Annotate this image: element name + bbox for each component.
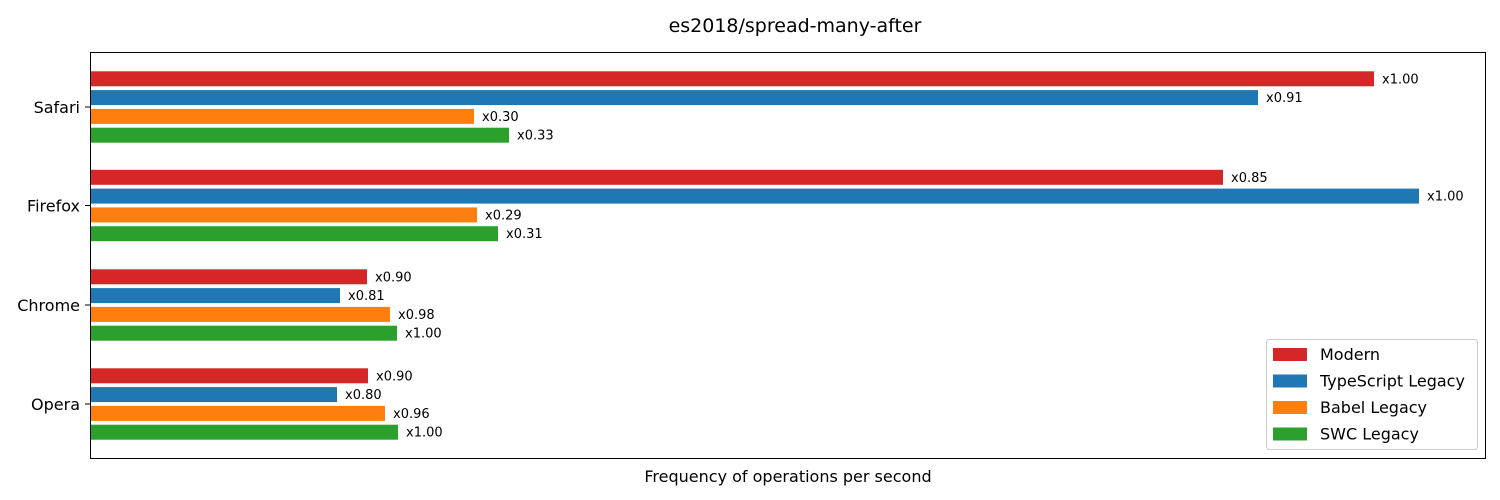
legend-label-swc-legacy: SWC Legacy — [1320, 425, 1419, 444]
data-label-safari-babel-legacy: x0.30 — [482, 110, 519, 125]
plot-frame — [90, 52, 1486, 459]
bar-safari-swc-legacy — [91, 127, 509, 143]
data-label-firefox-babel-legacy: x0.29 — [485, 208, 522, 223]
bar-chrome-swc-legacy — [91, 325, 397, 341]
data-label-safari-typescript-legacy: x0.91 — [1266, 91, 1303, 106]
bar-firefox-babel-legacy — [91, 207, 477, 223]
y-tick-label-chrome: Chrome — [17, 296, 80, 315]
bar-safari-babel-legacy — [91, 108, 474, 124]
bar-chrome-typescript-legacy — [91, 288, 340, 304]
data-label-firefox-swc-legacy: x0.31 — [506, 227, 543, 242]
plot-area: x1.00 x0.91 x0.30 x0.33 x0.85 x1.00 x0.29 x0.31… — [91, 71, 1464, 441]
data-label-firefox-typescript-legacy: x1.00 — [1427, 190, 1464, 205]
y-tick-label-opera: Opera — [31, 395, 80, 414]
data-label-chrome-swc-legacy: x1.00 — [405, 327, 442, 342]
data-label-chrome-modern: x0.90 — [375, 270, 412, 285]
y-tick-label-firefox: Firefox — [27, 197, 80, 216]
bar-opera-swc-legacy — [91, 424, 398, 440]
data-label-opera-modern: x0.90 — [376, 369, 413, 384]
legend-label-typescript-legacy: TypeScript Legacy — [1319, 372, 1465, 391]
bar-chrome-babel-legacy — [91, 306, 390, 322]
legend-swatch-typescript-legacy — [1273, 374, 1307, 388]
legend-swatch-babel-legacy — [1273, 401, 1307, 414]
bar-chrome-modern — [91, 269, 367, 285]
bar-safari-modern — [91, 71, 1374, 87]
chart-title: es2018/spread-many-after — [669, 15, 922, 37]
legend-swatch-swc-legacy — [1273, 427, 1307, 441]
data-label-safari-modern: x1.00 — [1382, 72, 1419, 87]
bar-firefox-swc-legacy — [91, 226, 498, 242]
data-label-chrome-typescript-legacy: x0.81 — [348, 289, 385, 304]
bar-opera-modern — [91, 368, 368, 384]
y-tick-label-safari: Safari — [34, 98, 80, 117]
legend: Modern TypeScript Legacy Babel Legacy SWC L… — [1266, 339, 1478, 450]
x-axis-label: Frequency of operations per second — [644, 467, 931, 486]
data-label-safari-swc-legacy: x0.33 — [517, 129, 554, 144]
data-label-opera-swc-legacy: x1.00 — [406, 426, 443, 441]
y-axis: Safari Firefox Chrome Opera — [17, 98, 90, 414]
data-label-chrome-babel-legacy: x0.98 — [398, 308, 435, 323]
bar-safari-typescript-legacy — [91, 90, 1258, 106]
bar-firefox-typescript-legacy — [91, 188, 1419, 204]
data-label-firefox-modern: x0.85 — [1231, 171, 1268, 186]
bar-opera-typescript-legacy — [91, 387, 337, 403]
data-label-opera-typescript-legacy: x0.80 — [345, 388, 382, 403]
bar-firefox-modern — [91, 169, 1223, 185]
legend-box — [1266, 339, 1478, 450]
legend-label-babel-legacy: Babel Legacy — [1320, 398, 1427, 417]
legend-swatch-modern — [1273, 348, 1307, 361]
data-label-opera-babel-legacy: x0.96 — [393, 407, 430, 422]
legend-label-modern: Modern — [1320, 345, 1380, 364]
bar-opera-babel-legacy — [91, 405, 385, 421]
